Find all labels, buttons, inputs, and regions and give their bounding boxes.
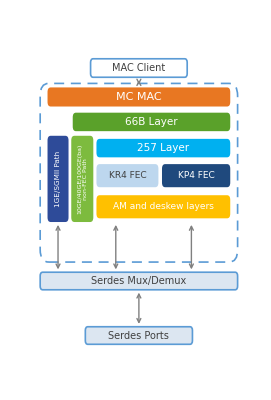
Text: KR4 FEC: KR4 FEC (109, 171, 146, 180)
FancyBboxPatch shape (71, 136, 93, 222)
Text: KP4 FEC: KP4 FEC (178, 171, 214, 180)
Text: 66B Layer: 66B Layer (125, 117, 178, 127)
FancyBboxPatch shape (73, 113, 230, 131)
Text: 10GE/40GE/100GE(ba)
non-FEC Path: 10GE/40GE/100GE(ba) non-FEC Path (77, 144, 88, 214)
Text: AM and deskew layers: AM and deskew layers (113, 202, 214, 211)
FancyBboxPatch shape (85, 327, 192, 344)
FancyBboxPatch shape (162, 164, 230, 187)
FancyBboxPatch shape (96, 139, 230, 157)
Text: Serdes Ports: Serdes Ports (108, 330, 169, 340)
FancyBboxPatch shape (47, 136, 69, 222)
FancyBboxPatch shape (47, 88, 230, 106)
Text: MC MAC: MC MAC (116, 92, 162, 102)
Text: 1GE/SGMII Path: 1GE/SGMII Path (55, 151, 61, 207)
FancyBboxPatch shape (40, 272, 238, 290)
Text: 257 Layer: 257 Layer (137, 143, 189, 153)
Text: MAC Client: MAC Client (112, 63, 166, 73)
FancyBboxPatch shape (91, 59, 187, 77)
FancyBboxPatch shape (96, 164, 159, 187)
FancyBboxPatch shape (96, 195, 230, 218)
Text: Serdes Mux/Demux: Serdes Mux/Demux (91, 276, 186, 286)
